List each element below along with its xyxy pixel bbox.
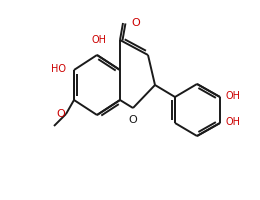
Text: O: O [56, 109, 65, 119]
Text: O: O [129, 115, 137, 125]
Text: OH: OH [226, 91, 241, 101]
Text: HO: HO [51, 64, 66, 74]
Text: O: O [131, 18, 140, 28]
Text: OH: OH [92, 35, 107, 45]
Text: OH: OH [226, 117, 241, 127]
